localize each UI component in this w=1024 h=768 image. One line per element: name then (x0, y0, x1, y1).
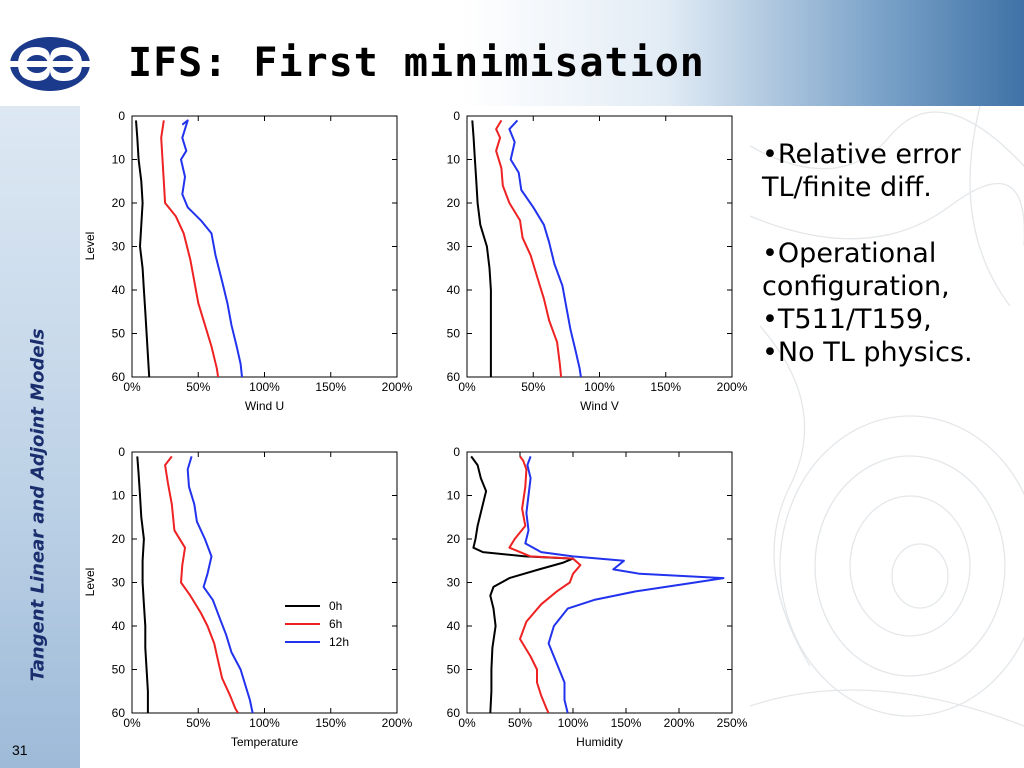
page-number: 31 (12, 742, 28, 758)
sidebar-band (0, 106, 80, 768)
x-tick-label: 100% (558, 716, 589, 730)
x-tick-label: 0% (123, 716, 141, 730)
chart-panel-1: 0% 50% 100% 150% 200% 0 10 20 30 40 50 60 Wind U Leve… (83, 109, 413, 413)
y-tick-label: 10 (112, 153, 126, 167)
chart-legend: 0h 6h 12h (285, 599, 349, 649)
chart-panel-4: 0% 50% 100% 150% 200% 250% 0 10 20 30 40 50 60 Humidi… (447, 445, 748, 749)
y-tick-label: 40 (447, 619, 461, 633)
series-line-3 (524, 456, 725, 713)
y-tick-label: 60 (447, 706, 461, 720)
x-tick-label: 50% (186, 716, 210, 730)
series-line-2 (160, 120, 220, 377)
series-line-3 (180, 119, 243, 377)
y-tick-label: 50 (447, 327, 461, 341)
y-tick-label: 50 (112, 327, 126, 341)
side-title: Tangent Linear and Adjoint Models (27, 328, 49, 682)
series-line-1 (471, 120, 492, 377)
x-tick-label: 50% (508, 716, 532, 730)
plot-frame (466, 451, 733, 714)
x-tick-label: 0% (458, 716, 476, 730)
y-tick-label: 20 (447, 196, 461, 210)
bullet-line: •T511/T159, (762, 304, 932, 335)
x-tick-label: 0% (458, 380, 476, 394)
x-tick-label: 100% (249, 716, 280, 730)
y-tick-label: 10 (447, 153, 461, 167)
x-tick-label: 200% (382, 380, 413, 394)
x-tick-label: 100% (584, 380, 615, 394)
x-tick-label: 50% (521, 380, 545, 394)
series-line-1 (470, 455, 574, 713)
y-tick-label: 50 (112, 663, 126, 677)
y-tick-label: 0 (453, 445, 460, 459)
y-tick-label: 10 (447, 489, 461, 503)
series-line-1 (136, 456, 149, 713)
y-axis-label: Level (83, 568, 97, 597)
x-tick-label: 50% (186, 380, 210, 394)
x-tick-label: 200% (717, 380, 748, 394)
x-axis-label: Temperature (231, 735, 299, 749)
y-tick-label: 40 (112, 619, 126, 633)
y-tick-label: 40 (447, 283, 461, 297)
bullet-line: •No TL physics. (762, 337, 973, 368)
series-line-2 (508, 455, 582, 713)
y-tick-label: 20 (112, 532, 126, 546)
y-tick-label: 60 (112, 706, 126, 720)
series-line-2 (164, 455, 239, 713)
legend-label: 6h (329, 617, 342, 631)
plot-frame (131, 115, 398, 378)
y-tick-label: 30 (112, 240, 126, 254)
weather-map-background (750, 106, 1024, 727)
y-tick-label: 30 (112, 576, 126, 590)
x-tick-label: 100% (249, 380, 280, 394)
y-tick-label: 30 (447, 240, 461, 254)
y-tick-label: 50 (447, 663, 461, 677)
x-axis-label: Humidity (576, 735, 623, 749)
plot-frame (131, 451, 398, 714)
series-group (136, 455, 254, 713)
plot-frame (466, 115, 733, 378)
x-tick-label: 150% (611, 716, 642, 730)
x-tick-label: 200% (664, 716, 695, 730)
x-tick-label: 150% (315, 716, 346, 730)
y-tick-label: 10 (112, 489, 126, 503)
y-tick-label: 40 (112, 283, 126, 297)
series-line-3 (508, 119, 582, 377)
series-line-1 (135, 120, 151, 377)
chart-panel-3: 0% 50% 100% 150% 200% 0 10 20 30 40 50 60 Temperatur… (83, 445, 413, 749)
bullet-list: •Relative error TL/finite diff. •Operati… (762, 138, 1022, 369)
header-bar (0, 0, 1024, 106)
y-axis-label: Level (83, 232, 97, 261)
series-line-3 (186, 456, 254, 713)
x-axis-label: Wind U (245, 399, 284, 413)
chart-panel-2: 0% 50% 100% 150% 200% 0 10 20 30 40 50 60 Wind V (447, 109, 748, 413)
x-tick-label: 200% (382, 716, 413, 730)
series-group (471, 119, 582, 377)
x-tick-label: 150% (315, 380, 346, 394)
legend-label: 12h (329, 635, 349, 649)
x-tick-label: 250% (717, 716, 748, 730)
series-line-2 (495, 119, 563, 377)
bullet-line: •Operational (762, 238, 937, 269)
series-group (135, 119, 243, 377)
y-tick-label: 0 (453, 109, 460, 123)
bullet-line: TL/finite diff. (762, 172, 932, 203)
y-tick-label: 60 (447, 370, 461, 384)
series-group (470, 455, 725, 713)
y-tick-label: 20 (112, 196, 126, 210)
x-tick-label: 150% (650, 380, 681, 394)
y-tick-label: 20 (447, 532, 461, 546)
y-tick-label: 60 (112, 370, 126, 384)
y-tick-label: 30 (447, 576, 461, 590)
ecmwf-logo-icon (10, 37, 90, 91)
slide-title: IFS: First minimisation (128, 40, 705, 86)
y-tick-label: 0 (118, 445, 125, 459)
x-tick-label: 0% (123, 380, 141, 394)
bullet-line: configuration, (762, 271, 950, 302)
y-tick-label: 0 (118, 109, 125, 123)
bullet-line: •Relative error (762, 139, 961, 170)
x-axis-label: Wind V (580, 399, 619, 413)
legend-label: 0h (329, 599, 342, 613)
